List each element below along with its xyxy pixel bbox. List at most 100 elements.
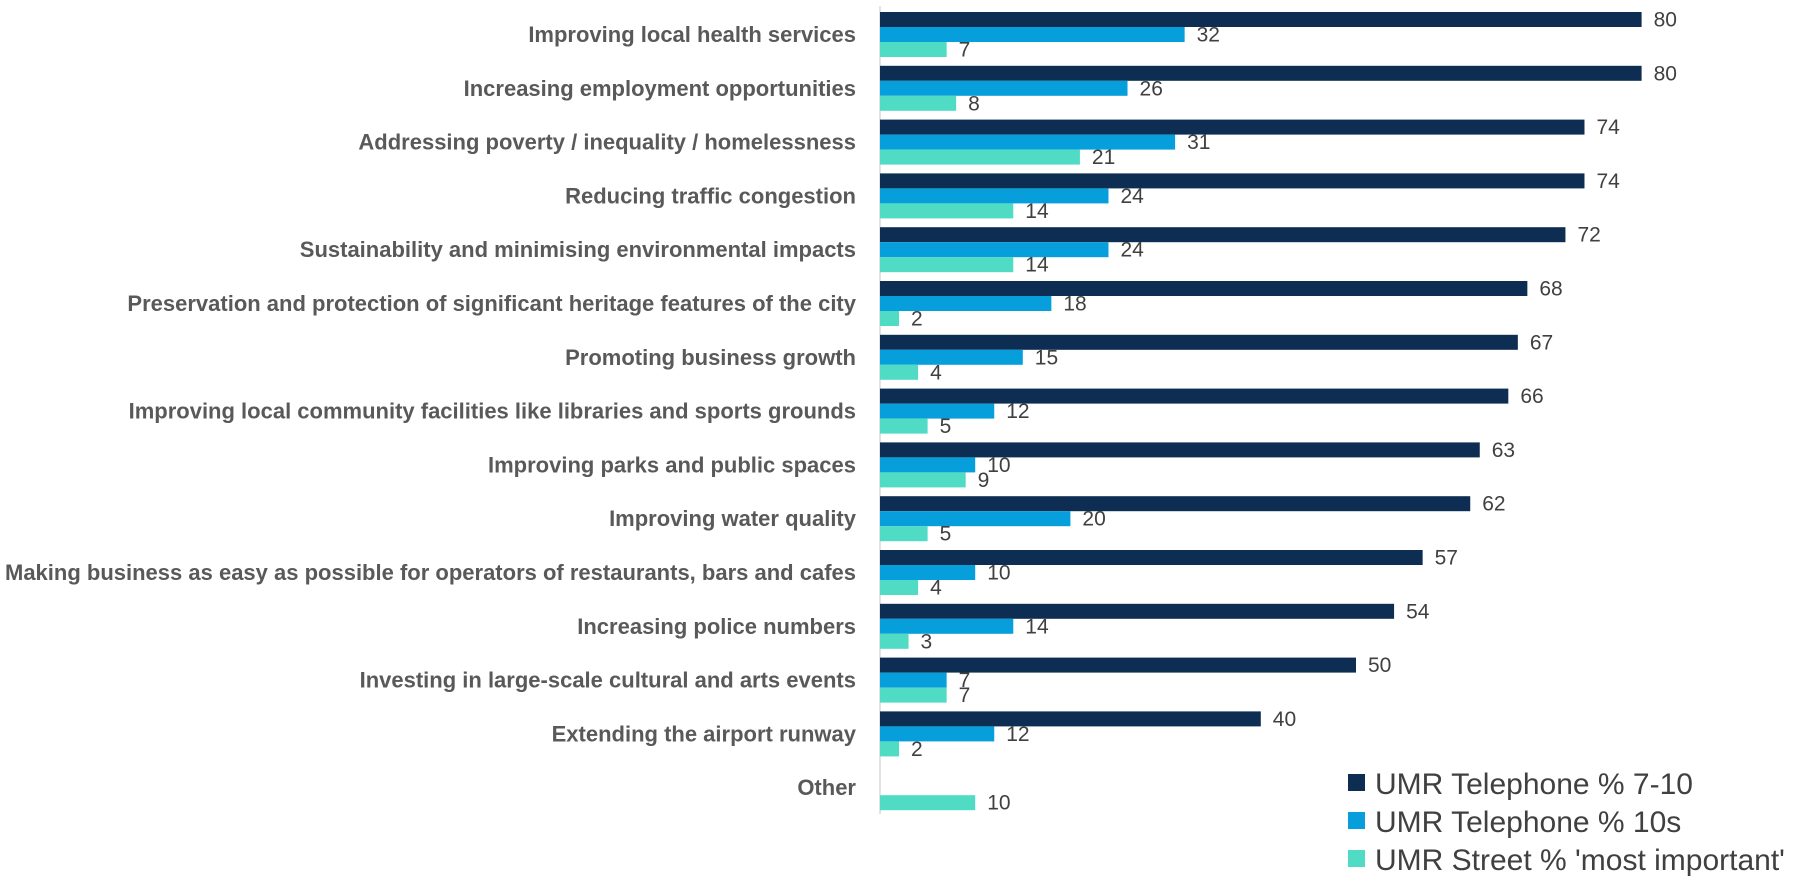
bar <box>880 618 1014 634</box>
legend-label: UMR Telephone % 7-10 <box>1375 768 1693 801</box>
value-labels: 8032780268743121742414722414681826715466… <box>911 9 1677 815</box>
bar <box>880 119 1585 135</box>
legend-label: UMR Telephone % 10s <box>1375 806 1681 839</box>
data-label: 62 <box>1482 493 1505 516</box>
bar <box>880 95 957 111</box>
bar <box>880 296 1052 311</box>
data-label: 26 <box>1140 77 1163 100</box>
bar <box>880 550 1423 565</box>
category-label: Improving local health services <box>528 22 856 47</box>
bar <box>880 42 947 57</box>
bar <box>880 349 1023 365</box>
data-label: 2 <box>911 308 923 331</box>
bar <box>880 364 919 380</box>
data-label: 21 <box>1092 146 1115 169</box>
data-label: 14 <box>1025 254 1049 277</box>
bar <box>880 12 1642 27</box>
category-label: Reducing traffic congestion <box>565 183 856 208</box>
data-label: 4 <box>930 577 942 600</box>
category-label: Increasing employment opportunities <box>464 76 856 101</box>
bar <box>880 311 900 326</box>
bar <box>880 657 1356 673</box>
data-label: 12 <box>1006 723 1029 746</box>
data-label: 3 <box>921 630 933 653</box>
bar <box>880 741 900 757</box>
data-label: 74 <box>1596 170 1620 193</box>
category-label: Sustainability and minimising environmen… <box>300 237 856 262</box>
data-label: 15 <box>1035 346 1058 369</box>
category-label: Making business as easy as possible for … <box>5 560 856 585</box>
data-label: 20 <box>1082 508 1105 531</box>
data-label: 7 <box>959 684 971 707</box>
legend: UMR Telephone % 7-10 UMR Telephone % 10s U… <box>1348 768 1785 877</box>
bar <box>880 80 1128 96</box>
data-label: 54 <box>1406 600 1430 623</box>
data-label: 72 <box>1577 224 1600 247</box>
data-label: 4 <box>930 361 942 384</box>
bar <box>880 227 1566 243</box>
bar <box>880 257 1014 273</box>
bar <box>880 726 995 742</box>
bar <box>880 173 1585 189</box>
category-labels: Improving local health services Increasin… <box>5 22 857 800</box>
category-label: Improving water quality <box>609 506 857 531</box>
bar <box>880 388 1509 404</box>
legend-swatch <box>1348 774 1365 791</box>
bar <box>880 242 1109 258</box>
category-label: Increasing police numbers <box>577 614 856 639</box>
legend-swatch <box>1348 812 1365 829</box>
data-label: 10 <box>987 562 1010 585</box>
data-label: 7 <box>959 39 971 62</box>
data-label: 57 <box>1435 547 1458 570</box>
data-label: 18 <box>1063 293 1086 316</box>
bar <box>880 203 1014 219</box>
category-label: Addressing poverty / inequality / homele… <box>358 130 856 155</box>
bar <box>880 672 947 688</box>
data-label: 40 <box>1273 708 1296 731</box>
data-label: 5 <box>940 415 952 438</box>
data-label: 10 <box>987 792 1010 815</box>
bar <box>880 511 1071 527</box>
bar <box>880 496 1471 512</box>
bar <box>880 633 909 649</box>
bar <box>880 580 919 595</box>
data-label: 74 <box>1596 116 1620 139</box>
category-label: Investing in large-scale cultural and ar… <box>360 668 856 693</box>
bar <box>880 134 1176 150</box>
data-label: 80 <box>1654 9 1677 32</box>
data-label: 12 <box>1006 400 1029 423</box>
bar <box>880 149 1080 165</box>
data-label: 31 <box>1187 131 1210 154</box>
data-label: 50 <box>1368 654 1391 677</box>
bar <box>880 711 1261 727</box>
category-label: Other <box>797 775 856 800</box>
category-label: Preservation and protection of significa… <box>127 291 856 316</box>
data-label: 66 <box>1520 385 1543 408</box>
bars <box>880 12 1642 811</box>
bar <box>880 472 966 488</box>
category-label: Extending the airport runway <box>552 721 857 746</box>
bar <box>880 603 1395 619</box>
bar <box>880 65 1642 81</box>
bar <box>880 795 976 811</box>
data-label: 63 <box>1492 439 1515 462</box>
bar <box>880 281 1528 296</box>
data-label: 7 <box>959 669 971 692</box>
legend-label: UMR Street % 'most important' <box>1375 844 1785 877</box>
bar <box>880 526 928 542</box>
bar <box>880 687 947 703</box>
data-label: 5 <box>940 523 952 546</box>
data-label: 80 <box>1654 62 1677 85</box>
data-label: 2 <box>911 738 923 761</box>
bar <box>880 334 1518 350</box>
bar <box>880 188 1109 204</box>
data-label: 68 <box>1539 278 1562 301</box>
category-label: Promoting business growth <box>565 345 856 370</box>
bar <box>880 565 976 580</box>
bar <box>880 442 1480 458</box>
data-label: 10 <box>987 454 1010 477</box>
data-label: 14 <box>1025 200 1049 223</box>
data-label: 67 <box>1530 331 1553 354</box>
bar <box>880 457 976 473</box>
